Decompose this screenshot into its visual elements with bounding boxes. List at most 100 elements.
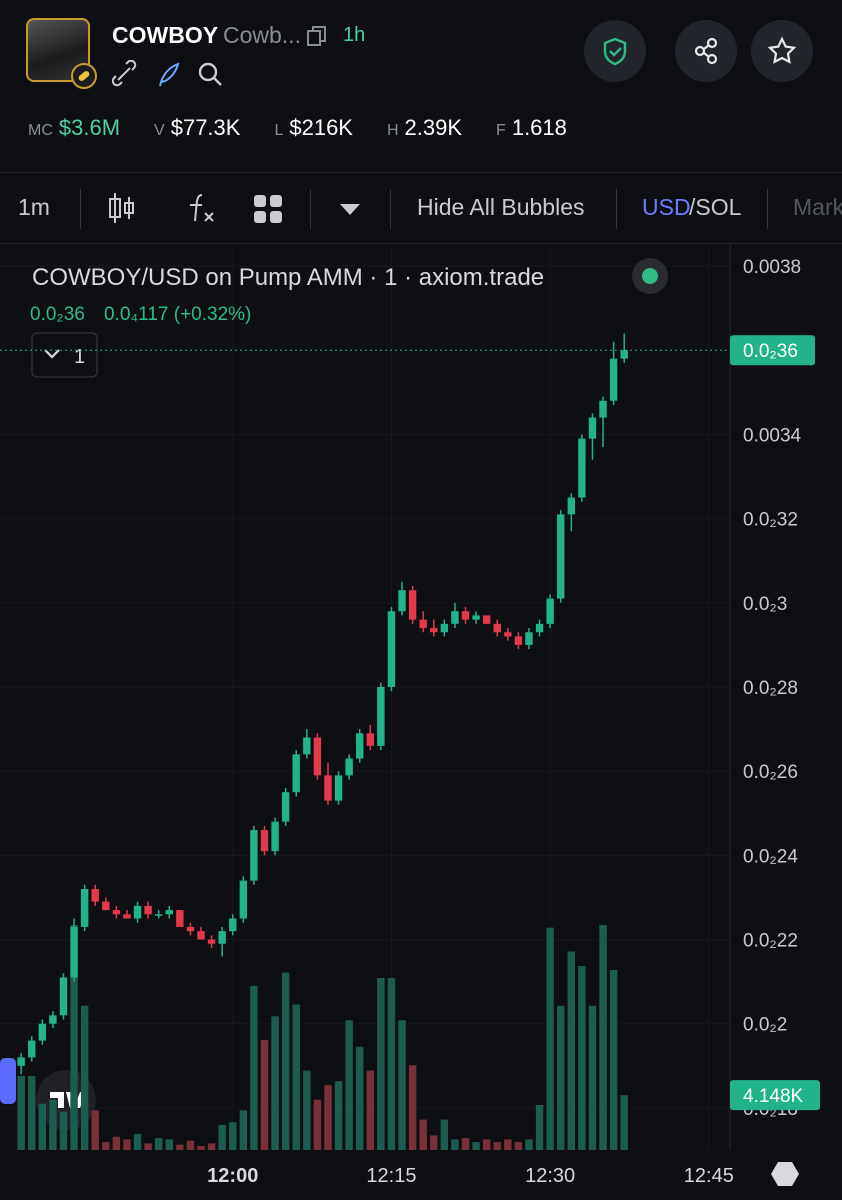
- candle-body: [535, 623, 544, 633]
- candle-body: [440, 623, 449, 633]
- volume-bar: [239, 1110, 248, 1150]
- candle-body: [356, 733, 364, 759]
- candle-body: [345, 758, 353, 776]
- currency-usd[interactable]: USD: [642, 194, 691, 220]
- status-dot: [642, 268, 658, 284]
- volume-bar: [59, 1111, 68, 1150]
- volume-bar: [398, 1020, 406, 1150]
- volume-bar: [154, 1138, 163, 1150]
- candle-body: [123, 914, 131, 919]
- candle-body: [430, 628, 438, 633]
- candle-body: [186, 926, 195, 932]
- currency-sol[interactable]: /SOL: [689, 194, 742, 220]
- volume-bar: [133, 1134, 142, 1150]
- stat-value: 1.618: [511, 115, 567, 140]
- candle-body: [578, 438, 586, 498]
- candle-body: [229, 918, 237, 932]
- volume-bar: [38, 1103, 47, 1150]
- candle-body: [91, 889, 99, 902]
- copy-icon[interactable]: [306, 25, 328, 47]
- volume-bar: [472, 1142, 480, 1150]
- pane-toggle[interactable]: [31, 332, 98, 378]
- legend-change: 0.0₄117 (+0.32%): [104, 304, 251, 325]
- volume-bar: [70, 925, 78, 1150]
- badge: [71, 63, 97, 89]
- candle-body: [609, 358, 618, 401]
- volume-bar: [430, 1135, 438, 1150]
- candle-body: [398, 590, 406, 612]
- interval-button[interactable]: 1m: [18, 194, 50, 220]
- candle-body: [387, 611, 396, 687]
- candle-body: [557, 514, 565, 599]
- volume-bar: [609, 970, 618, 1150]
- candle-body: [218, 931, 226, 944]
- token-header: COWBOY Cowb... 1h MC $3.6M V $77.3K L $216K H 2…: [0, 0, 842, 170]
- candle-body: [239, 880, 248, 919]
- x-tick-label: 12:00: [207, 1165, 258, 1187]
- stat: F 1.618: [496, 115, 567, 141]
- share-button[interactable]: [675, 20, 737, 82]
- y-tick-label: 0.0₂2: [743, 1015, 787, 1036]
- volume-bar: [588, 1005, 597, 1150]
- volume-label: 4.148K: [743, 1086, 804, 1107]
- volume-bar: [17, 1075, 25, 1150]
- settings-icon[interactable]: [771, 1162, 799, 1186]
- separator: [616, 189, 617, 229]
- candle-body: [59, 977, 68, 1016]
- candle-body: [28, 1040, 36, 1058]
- link-icons[interactable]: [112, 60, 242, 90]
- separator: [80, 189, 81, 229]
- volume-bar: [408, 1065, 417, 1150]
- indicators-icon[interactable]: [186, 191, 218, 225]
- candle-type-icon[interactable]: [106, 191, 136, 225]
- candle-body: [599, 400, 607, 418]
- volume-bar: [207, 1143, 216, 1150]
- volume-bar: [345, 1020, 353, 1150]
- volume-bar: [229, 1122, 237, 1150]
- volume-bar: [313, 1099, 322, 1150]
- token-avatar[interactable]: [26, 18, 90, 82]
- side-handle[interactable]: [0, 1058, 16, 1104]
- stat-label: F: [496, 122, 506, 139]
- candle-body: [292, 754, 300, 793]
- y-tick-label: 0.0₂26: [743, 762, 798, 783]
- bubbles-toggle[interactable]: Hide All Bubbles: [417, 194, 585, 220]
- candle-body: [80, 889, 89, 927]
- volume-bar: [599, 925, 607, 1150]
- volume-bar: [102, 1142, 110, 1150]
- candle-body: [472, 615, 480, 620]
- token-age: 1h: [343, 24, 366, 46]
- security-button[interactable]: [584, 20, 646, 82]
- stat: L $216K: [274, 115, 353, 141]
- more-dropdown[interactable]: [338, 201, 362, 217]
- volume-bar: [419, 1119, 427, 1150]
- candle-body: [514, 636, 523, 645]
- y-tick-label: 0.0034: [743, 425, 802, 446]
- candle-body: [493, 623, 501, 633]
- volume-bar: [620, 1095, 628, 1150]
- volume-bar: [366, 1070, 374, 1150]
- chart-title: COWBOY/USD on Pump AMM · 1 · axiom.trade: [32, 264, 544, 291]
- candle-body: [482, 615, 491, 624]
- candle-body: [49, 1015, 57, 1024]
- candle-body: [271, 821, 279, 852]
- favorite-button[interactable]: [751, 20, 813, 82]
- stat-value: $216K: [289, 115, 353, 140]
- volume-bar: [387, 977, 396, 1150]
- candle-body: [366, 733, 374, 746]
- volume-bar: [451, 1139, 459, 1150]
- candle-body: [588, 417, 597, 439]
- mark-button[interactable]: Mark: [793, 194, 842, 220]
- candle-body: [176, 910, 184, 927]
- y-tick-label: 0.0₂22: [743, 931, 798, 952]
- volume-bar: [260, 1040, 269, 1150]
- chevron: [44, 349, 60, 359]
- chart-toolbar: 1m Hide All Bubbles USD /SOL Mark: [0, 172, 842, 244]
- stat: MC $3.6M: [28, 115, 120, 141]
- layout-icon[interactable]: [252, 193, 284, 225]
- stat: V $77.3K: [154, 115, 240, 141]
- stat: H 2.39K: [387, 115, 462, 141]
